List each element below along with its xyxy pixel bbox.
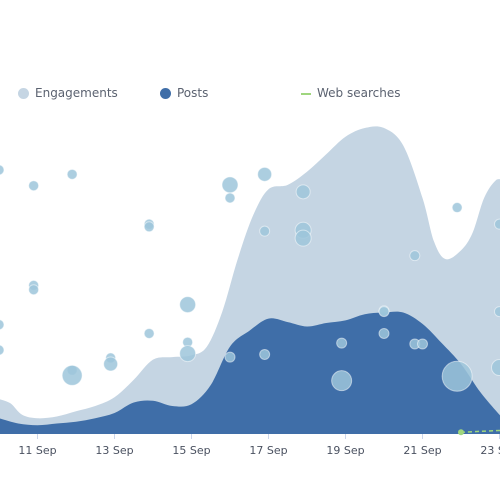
bubble-point[interactable] xyxy=(221,176,239,194)
bubble-point[interactable] xyxy=(103,356,119,372)
bubble-point[interactable] xyxy=(0,164,5,176)
bubble-point[interactable] xyxy=(61,364,83,386)
chart-legend: Engagements Posts Web searches xyxy=(0,86,500,106)
bubble-point[interactable] xyxy=(143,221,155,233)
bubble-point[interactable] xyxy=(441,360,473,392)
x-tick-label: 11 Sep xyxy=(18,444,56,457)
x-tick-label: 13 Sep xyxy=(95,444,133,457)
bubble-point[interactable] xyxy=(409,250,421,262)
x-tick-label: 17 Sep xyxy=(249,444,287,457)
bubble-point[interactable] xyxy=(295,184,311,200)
legend-item-posts[interactable]: Posts xyxy=(160,86,208,100)
bubble-point[interactable] xyxy=(28,284,40,296)
bubble-point[interactable] xyxy=(331,370,353,392)
bubble-point[interactable] xyxy=(336,337,348,349)
legend-swatch-engagements xyxy=(18,87,29,99)
bubble-point[interactable] xyxy=(294,229,312,247)
bubble-point[interactable] xyxy=(417,338,428,350)
legend-item-web-searches[interactable]: Web searches xyxy=(301,86,400,100)
bubble-point[interactable] xyxy=(0,319,5,331)
legend-swatch-web-searches xyxy=(301,92,311,95)
legend-item-engagements[interactable]: Engagements xyxy=(18,86,118,100)
bubble-point[interactable] xyxy=(224,192,236,204)
bubble-point[interactable] xyxy=(179,296,197,314)
x-tick-label: 15 Sep xyxy=(172,444,210,457)
x-tick-label: 21 Sep xyxy=(403,444,441,457)
bubble-point[interactable] xyxy=(494,218,500,230)
bubble-point[interactable] xyxy=(224,351,236,363)
bubble-point[interactable] xyxy=(494,306,500,318)
bubble-point[interactable] xyxy=(0,344,5,356)
bubble-point[interactable] xyxy=(378,306,390,318)
bubble-point[interactable] xyxy=(143,327,155,339)
series-lines xyxy=(458,429,500,436)
bubble-point[interactable] xyxy=(259,348,271,360)
bubble-point[interactable] xyxy=(28,180,40,192)
bubble-point[interactable] xyxy=(259,225,271,237)
x-tick-label: 23 Sep xyxy=(480,444,500,457)
bubble-point[interactable] xyxy=(378,327,390,339)
legend-label-engagements: Engagements xyxy=(35,86,118,100)
bubble-point[interactable] xyxy=(179,345,197,363)
x-tick-label: 19 Sep xyxy=(326,444,364,457)
line-web-searches xyxy=(460,429,500,434)
bubble-point[interactable] xyxy=(66,168,78,180)
legend-swatch-posts xyxy=(160,87,171,99)
legend-label-posts: Posts xyxy=(177,86,209,100)
bubble-point[interactable] xyxy=(451,202,463,214)
x-axis: 11 Sep 13 Sep 15 Sep 17 Sep 19 Sep 21 Sep 23 S… xyxy=(18,434,500,457)
area-posts xyxy=(0,311,500,434)
line-marker-web-searches xyxy=(458,429,464,436)
series-areas xyxy=(0,126,500,434)
legend-label-web-searches: Web searches xyxy=(317,86,401,100)
bubble-point[interactable] xyxy=(257,166,273,182)
